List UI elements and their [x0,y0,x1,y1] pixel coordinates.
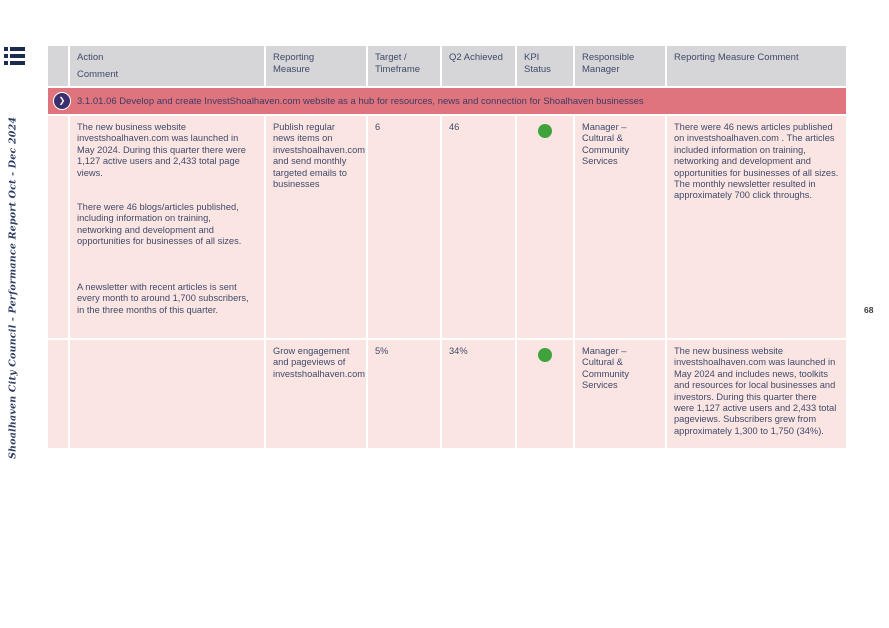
header-cell-reporting-measure-comment: Reporting Measure Comment [667,46,846,86]
row1-action-comment: The new business website investshoalhave… [70,116,264,338]
row2-kpi-status-cell [517,340,573,448]
list-menu-row [4,61,26,65]
row1-target-timeframe: 6 [368,116,440,338]
kpi-status-green-dot [538,124,552,138]
row2-cell-blank [48,340,68,448]
header-cell-q2-achieved: Q2 Achieved [442,46,515,86]
report-side-title: Shoalhaven City Council - Performance Re… [7,116,19,459]
row1-q2-achieved: 46 [442,116,515,338]
row2-responsible-manager: Manager – Cultural & Community Services [575,340,665,448]
header-cell-action-comment: Action Comment [70,46,264,86]
header-action-label: Action [77,52,104,63]
list-menu-row [4,47,26,51]
action-banner-text: 3.1.01.06 Develop and create InvestShoal… [77,95,644,107]
row1-kpi-status-cell [517,116,573,338]
row2-reporting-measure: Grow engagement and pageviews of invests… [266,340,366,448]
header-cell-blank [48,46,68,86]
row2-reporting-measure-comment: The new business website investshoalhave… [667,340,846,448]
header-cell-reporting-measure: Reporting Measure [266,46,366,86]
header-comment-label: Comment [77,68,119,80]
action-banner-row: ❯ 3.1.01.06 Develop and create InvestSho… [48,88,846,114]
chevron-right-circle-icon[interactable]: ❯ [53,92,71,110]
row1-reporting-measure: Publish regular news items on investshoa… [266,116,366,338]
row2-target-timeframe: 5% [368,340,440,448]
row1-responsible-manager: Manager – Cultural & Community Services [575,116,665,338]
page-number: 68 [864,305,874,315]
list-menu-row [4,54,26,58]
performance-table: Action Comment Reporting Measure Target … [48,46,846,448]
row2-q2-achieved: 34% [442,340,515,448]
header-cell-kpi-status: KPI Status [517,46,573,86]
header-cell-responsible-manager: Responsible Manager [575,46,665,86]
row1-reporting-measure-comment: There were 46 news articles published on… [667,116,846,338]
row1-cell-blank [48,116,68,338]
header-cell-target-timeframe: Target / Timeframe [368,46,440,86]
list-menu-icon[interactable] [4,47,26,65]
row2-action-comment [70,340,264,448]
kpi-status-green-dot [538,348,552,362]
